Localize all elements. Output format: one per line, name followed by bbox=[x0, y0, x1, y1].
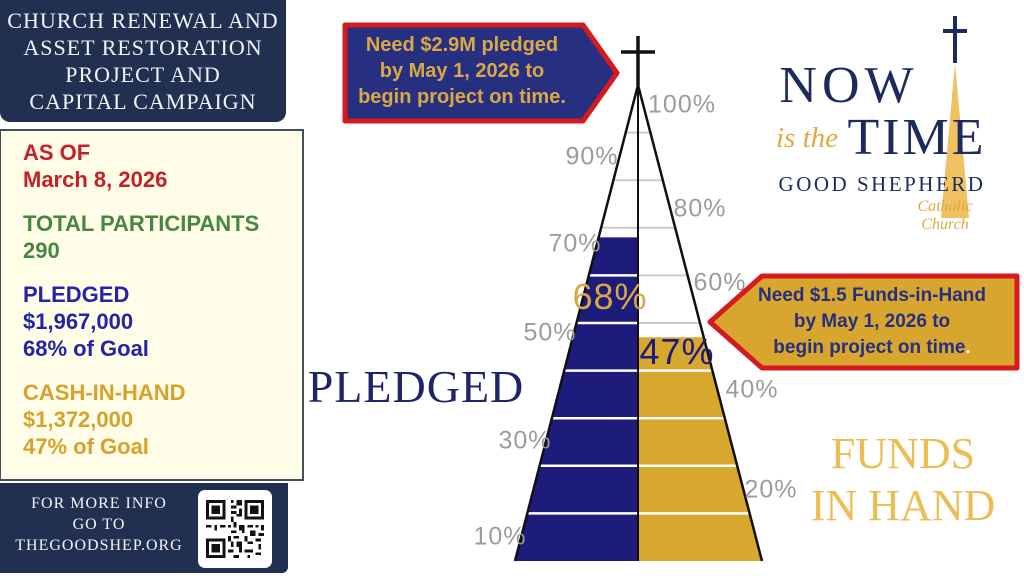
pledge-callout-shape bbox=[342, 22, 620, 124]
funds-callout-shape bbox=[707, 273, 1020, 371]
stat-label: CASH-IN-HAND bbox=[23, 380, 186, 405]
footer-line: FOR MORE INFO bbox=[31, 495, 167, 512]
stat-label: PLEDGED bbox=[23, 282, 130, 307]
logo-word-is-the: is the bbox=[775, 122, 839, 154]
funds-callout-text: begin project on time bbox=[773, 337, 966, 358]
logo-word-time: TIME bbox=[847, 109, 987, 166]
stat-percent: 47% of Goal bbox=[23, 434, 149, 459]
tick-40: 40% bbox=[725, 375, 779, 404]
stat-value: 290 bbox=[23, 238, 60, 263]
logo-org-name: GOOD SHEPHERD bbox=[778, 172, 986, 196]
pledged-fill bbox=[514, 237, 638, 561]
stat-value: March 8, 2026 bbox=[23, 167, 168, 192]
steeple-icon bbox=[941, 63, 969, 218]
steeple-outline bbox=[513, 84, 764, 562]
funds-axis-line: FUNDS bbox=[830, 429, 976, 478]
funds-axis-label: FUNDS IN HAND bbox=[790, 428, 1016, 532]
tick-30: 30% bbox=[498, 426, 552, 455]
pledge-callout: Need $2.9M pledged by May 1, 2026 to beg… bbox=[336, 32, 588, 110]
funds-callout: Need $1.5 Funds-in-Hand by May 1, 2026 t… bbox=[726, 283, 1018, 361]
good-shepherd-logo: NOW is the TIME GOOD SHEPHERD Catholic C… bbox=[758, 12, 1024, 233]
stat-as-of: AS OF March 8, 2026 bbox=[23, 139, 302, 193]
stat-value: $1,967,000 bbox=[23, 309, 134, 334]
cross-icon bbox=[621, 36, 655, 86]
tick-80: 80% bbox=[673, 194, 727, 223]
tick-70: 70% bbox=[548, 229, 602, 258]
campaign-title-panel: CHURCH RENEWAL AND ASSET RESTORATION PRO… bbox=[0, 0, 286, 122]
stat-total-participants: TOTAL PARTICIPANTS 290 bbox=[23, 210, 302, 264]
stat-label: AS OF bbox=[23, 140, 91, 165]
stat-pledged: PLEDGED $1,967,000 68% of Goal bbox=[23, 281, 302, 362]
footer-url: THEGOODSHEP.ORG bbox=[15, 537, 183, 554]
pledged-axis-label: PLEDGED bbox=[307, 361, 525, 412]
tick-90: 90% bbox=[565, 142, 619, 171]
stat-cash-in-hand: CASH-IN-HAND $1,372,000 47% of Goal bbox=[23, 379, 302, 460]
pledge-callout-line: Need $2.9M pledged bbox=[365, 34, 559, 56]
stat-label: TOTAL PARTICIPANTS bbox=[23, 211, 260, 236]
logo-steeple-graphic bbox=[941, 16, 969, 218]
qr-code-icon bbox=[198, 490, 272, 573]
funds-callout-period: . bbox=[965, 337, 971, 358]
campaign-title-line: ASSET RESTORATION bbox=[23, 35, 263, 60]
tick-50: 50% bbox=[523, 318, 577, 347]
footer-line: GO TO bbox=[72, 516, 126, 533]
campaign-title-line: PROJECT AND bbox=[65, 62, 221, 87]
funds-callout-line: begin project on time. bbox=[726, 335, 1018, 361]
funds-percent-label: 47% bbox=[639, 331, 715, 372]
tick-10: 10% bbox=[473, 522, 527, 551]
funds-callout-line: by May 1, 2026 to bbox=[793, 311, 951, 332]
tick-20: 20% bbox=[744, 475, 798, 504]
stat-value: $1,372,000 bbox=[23, 407, 134, 432]
logo-word-now: NOW bbox=[779, 57, 919, 114]
campaign-title-line: CAPITAL CAMPAIGN bbox=[29, 89, 257, 114]
pledge-callout-line: by May 1, 2026 to bbox=[379, 60, 545, 82]
stats-panel: AS OF March 8, 2026 TOTAL PARTICIPANTS 2… bbox=[0, 129, 304, 481]
pledge-callout-line: begin project on time. bbox=[358, 86, 566, 108]
stat-percent: 68% of Goal bbox=[23, 336, 149, 361]
campaign-title-line: CHURCH RENEWAL AND bbox=[7, 8, 279, 33]
pledged-percent-label: 68% bbox=[572, 276, 648, 317]
funds-callout-line: Need $1.5 Funds-in-Hand bbox=[757, 285, 987, 306]
footer-panel: FOR MORE INFO GO TO THEGOODSHEP.ORG bbox=[0, 483, 288, 573]
logo-cross-icon bbox=[943, 16, 967, 63]
funds-fill bbox=[638, 337, 762, 561]
tick-100: 100% bbox=[648, 90, 716, 119]
tick-60: 60% bbox=[693, 268, 747, 297]
logo-org-subtitle: Catholic Church bbox=[917, 198, 973, 233]
funds-axis-line: IN HAND bbox=[810, 481, 996, 530]
footer-info-text: FOR MORE INFO GO TO THEGOODSHEP.ORG bbox=[10, 493, 188, 556]
